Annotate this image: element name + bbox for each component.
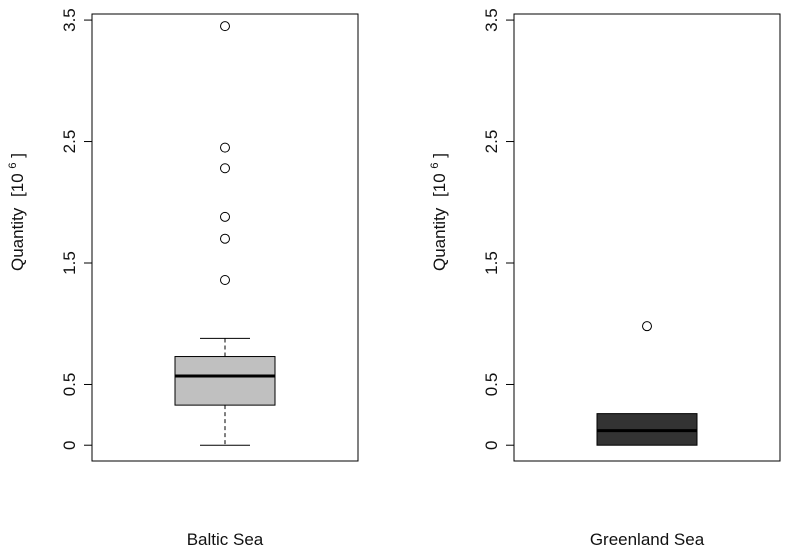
outlier-point <box>642 321 652 332</box>
outlier-point <box>220 211 230 222</box>
y-axis-title-unit-close: ] <box>430 153 449 158</box>
y-axis: 0 0.5 1.5 2.5 3.5 <box>482 8 514 450</box>
y-axis-title-unit-base: [10 <box>8 173 27 197</box>
box-baltic-sea <box>174 21 276 446</box>
category-label: Greenland Sea <box>590 530 705 549</box>
outlier-point <box>220 142 230 153</box>
box-greenland-sea <box>596 321 698 446</box>
y-axis-title-unit-close: ] <box>8 153 27 158</box>
y-axis-title-unit-exp: 6 <box>7 162 19 168</box>
y-tick-label: 1.5 <box>60 251 79 275</box>
y-tick-label: 2.5 <box>482 130 501 154</box>
y-tick-label: 2.5 <box>60 130 79 154</box>
outlier-point <box>220 233 230 244</box>
outlier-point <box>220 275 230 286</box>
y-axis-title-main: Quantity <box>430 207 449 271</box>
y-axis-title: Quantity [10 6 ] <box>423 153 449 271</box>
y-tick-label: 0 <box>482 440 501 449</box>
y-axis-title-unit-base: [10 <box>430 173 449 197</box>
y-axis: 0 0.5 1.5 2.5 3.5 <box>60 8 92 450</box>
y-axis-title-main: Quantity <box>8 207 27 271</box>
y-tick-label: 3.5 <box>60 8 79 32</box>
plot-frame <box>91 13 359 462</box>
outlier-point <box>220 21 230 32</box>
plot-frame <box>513 13 781 462</box>
y-tick-label: 3.5 <box>482 8 501 32</box>
y-axis-title-unit-exp: 6 <box>429 162 441 168</box>
y-tick-label: 0 <box>60 440 79 449</box>
category-label: Baltic Sea <box>187 530 264 549</box>
iqr-box <box>174 356 276 406</box>
outlier-point <box>220 163 230 174</box>
y-axis-title: Quantity [10 6 ] <box>1 153 27 271</box>
y-tick-label: 0.5 <box>60 373 79 397</box>
panel-greenland-sea: 0 0.5 1.5 2.5 3.5 Quantity [10 6 ] Greenland… <box>423 8 781 549</box>
y-tick-label: 0.5 <box>482 373 501 397</box>
y-tick-label: 1.5 <box>482 251 501 275</box>
panel-baltic-sea: 0 0.5 1.5 2.5 3.5 Quantity [10 6 ] Baltic Se… <box>1 8 359 549</box>
